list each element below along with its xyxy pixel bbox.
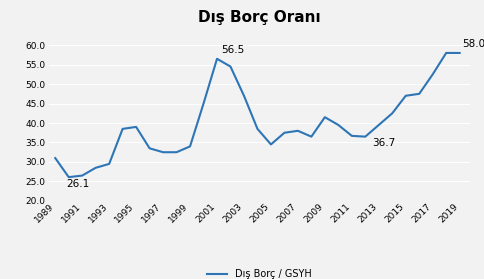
Text: 36.7: 36.7: [371, 138, 394, 148]
Text: 56.5: 56.5: [221, 45, 244, 55]
Text: 58.0: 58.0: [461, 39, 484, 49]
Legend: Dış Borç / GSYH: Dış Borç / GSYH: [203, 265, 315, 279]
Text: 26.1: 26.1: [66, 179, 89, 189]
Title: Dış Borç Oranı: Dış Borç Oranı: [198, 10, 320, 25]
